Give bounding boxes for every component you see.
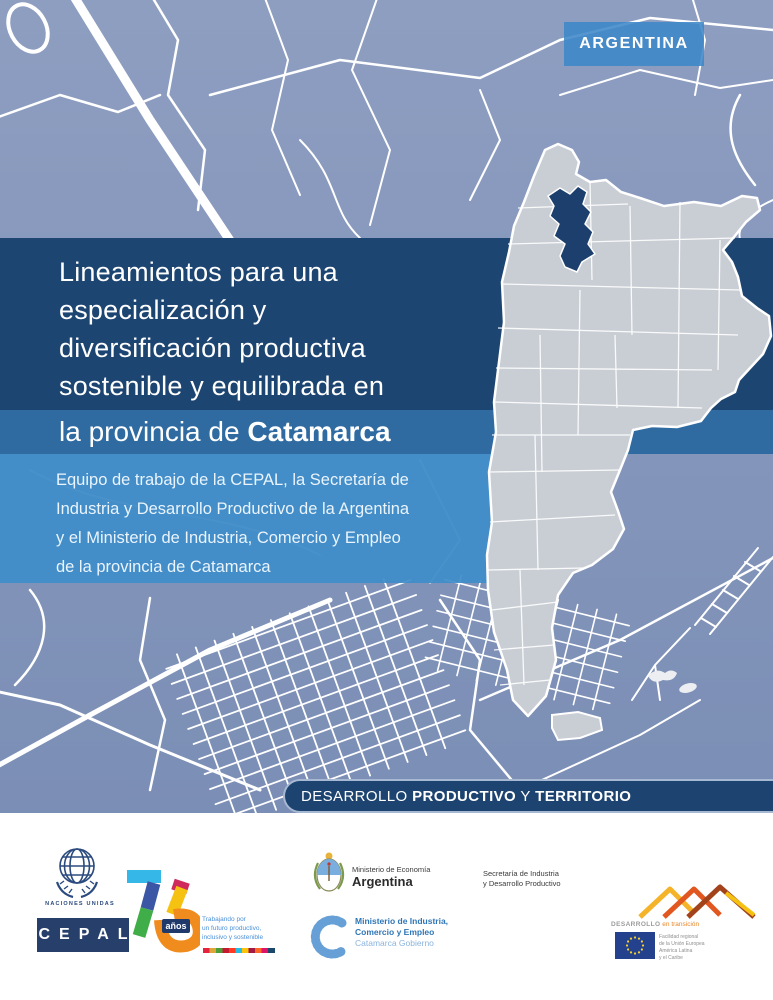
- title-line: sostenible y equilibrada en: [59, 371, 385, 401]
- catamarca-ministry-line: Comercio y Empleo: [355, 927, 435, 937]
- islands: [648, 670, 697, 693]
- coat-of-arms-icon: [313, 852, 345, 892]
- catamarca-province-shape: [547, 185, 596, 273]
- eu-facility-line: de la Unión Europea: [659, 941, 705, 947]
- secretaria-line: Secretaría de Industria: [483, 869, 559, 878]
- eu-facility-label: Facilidad regional de la Unión Europea A…: [659, 934, 705, 962]
- title-line: Lineamientos para una: [59, 257, 338, 287]
- series-banner: DESARROLLO PRODUCTIVO Y TERRITORIO: [283, 779, 773, 813]
- anniversary-tagline: Trabajando por un futuro productivo, inc…: [202, 915, 263, 942]
- team-line: Industria y Desarrollo Productivo de la …: [56, 500, 410, 518]
- dit-title: DESARROLLO en transición: [611, 921, 699, 928]
- secretaria-line: y Desarrollo Productivo: [483, 879, 561, 888]
- dit-zigzag-icon: [638, 884, 756, 919]
- dit-title-sub: en transición: [660, 921, 700, 928]
- anniversary-number: 75: [0, 813, 1, 814]
- tagline-line: un futuro productivo,: [202, 925, 262, 932]
- footer-logos: NACIONES UNIDAS CEPAL años 75 Trabajando…: [0, 813, 773, 1000]
- dit-title-main: DESARROLLO: [611, 921, 661, 928]
- catamarca-c-icon: [310, 915, 347, 959]
- provincia-prefix: la provincia de: [59, 416, 248, 447]
- team-line: de la provincia de Catamarca: [56, 558, 271, 576]
- argentina-map: [485, 142, 773, 742]
- eu-facility-line: América Latina: [659, 948, 693, 954]
- eu-facility-line: Facilidad regional: [659, 934, 699, 940]
- tagline-line: Trabajando por: [202, 916, 246, 923]
- title-line: diversificación productiva: [59, 333, 366, 363]
- un-emblem-icon: [55, 848, 99, 899]
- team-band: Equipo de trabajo de la CEPAL, la Secret…: [0, 454, 535, 583]
- provincia-band: la provincia de Catamarca: [0, 410, 773, 454]
- eu-flag-icon: [615, 932, 655, 959]
- cepal-label: CEPAL: [38, 926, 137, 943]
- catamarca-ministry-label: Ministerio de Industria, Comercio y Empl…: [355, 916, 448, 949]
- team-line: y el Ministerio de Industria, Comercio y…: [56, 529, 401, 547]
- province-borders: [487, 181, 741, 686]
- tagline-line: inclusivo y sostenible: [202, 934, 264, 941]
- series-banner-text-2: PRODUCTIVO: [412, 787, 517, 805]
- catamarca-ministry-line: Ministerio de Industria,: [355, 916, 449, 926]
- country-label: ARGENTINA: [564, 22, 704, 66]
- series-banner-text-1: DESARROLLO: [301, 787, 413, 805]
- country-label-text: ARGENTINA: [579, 35, 689, 52]
- naciones-unidas-label: NACIONES UNIDAS: [45, 901, 115, 907]
- catamarca-gov-label: Catamarca Gobierno: [355, 938, 434, 948]
- eu-facility-line: y el Caribe: [659, 955, 683, 961]
- tierra-del-fuego: [551, 710, 604, 742]
- anniversary-75-logo: años: [127, 870, 200, 953]
- secretaria-label: Secretaría de Industria y Desarrollo Pro…: [483, 869, 561, 889]
- series-banner-text-3: Y: [516, 787, 536, 805]
- series-banner-text-4: TERRITORIO: [535, 787, 632, 805]
- cepal-box: CEPAL: [37, 918, 129, 952]
- anniversary-anos-label: años: [165, 921, 186, 931]
- provincia-highlight: Catamarca: [247, 416, 391, 447]
- argentina-outline: [485, 142, 773, 718]
- economia-country-label: Argentina: [352, 874, 413, 889]
- sdg-color-bar: [203, 948, 275, 953]
- economia-ministry-label: Ministerio de Economía: [352, 865, 431, 874]
- title-line: especialización y: [59, 295, 267, 325]
- team-line: Equipo de trabajo de la CEPAL, la Secret…: [56, 471, 409, 489]
